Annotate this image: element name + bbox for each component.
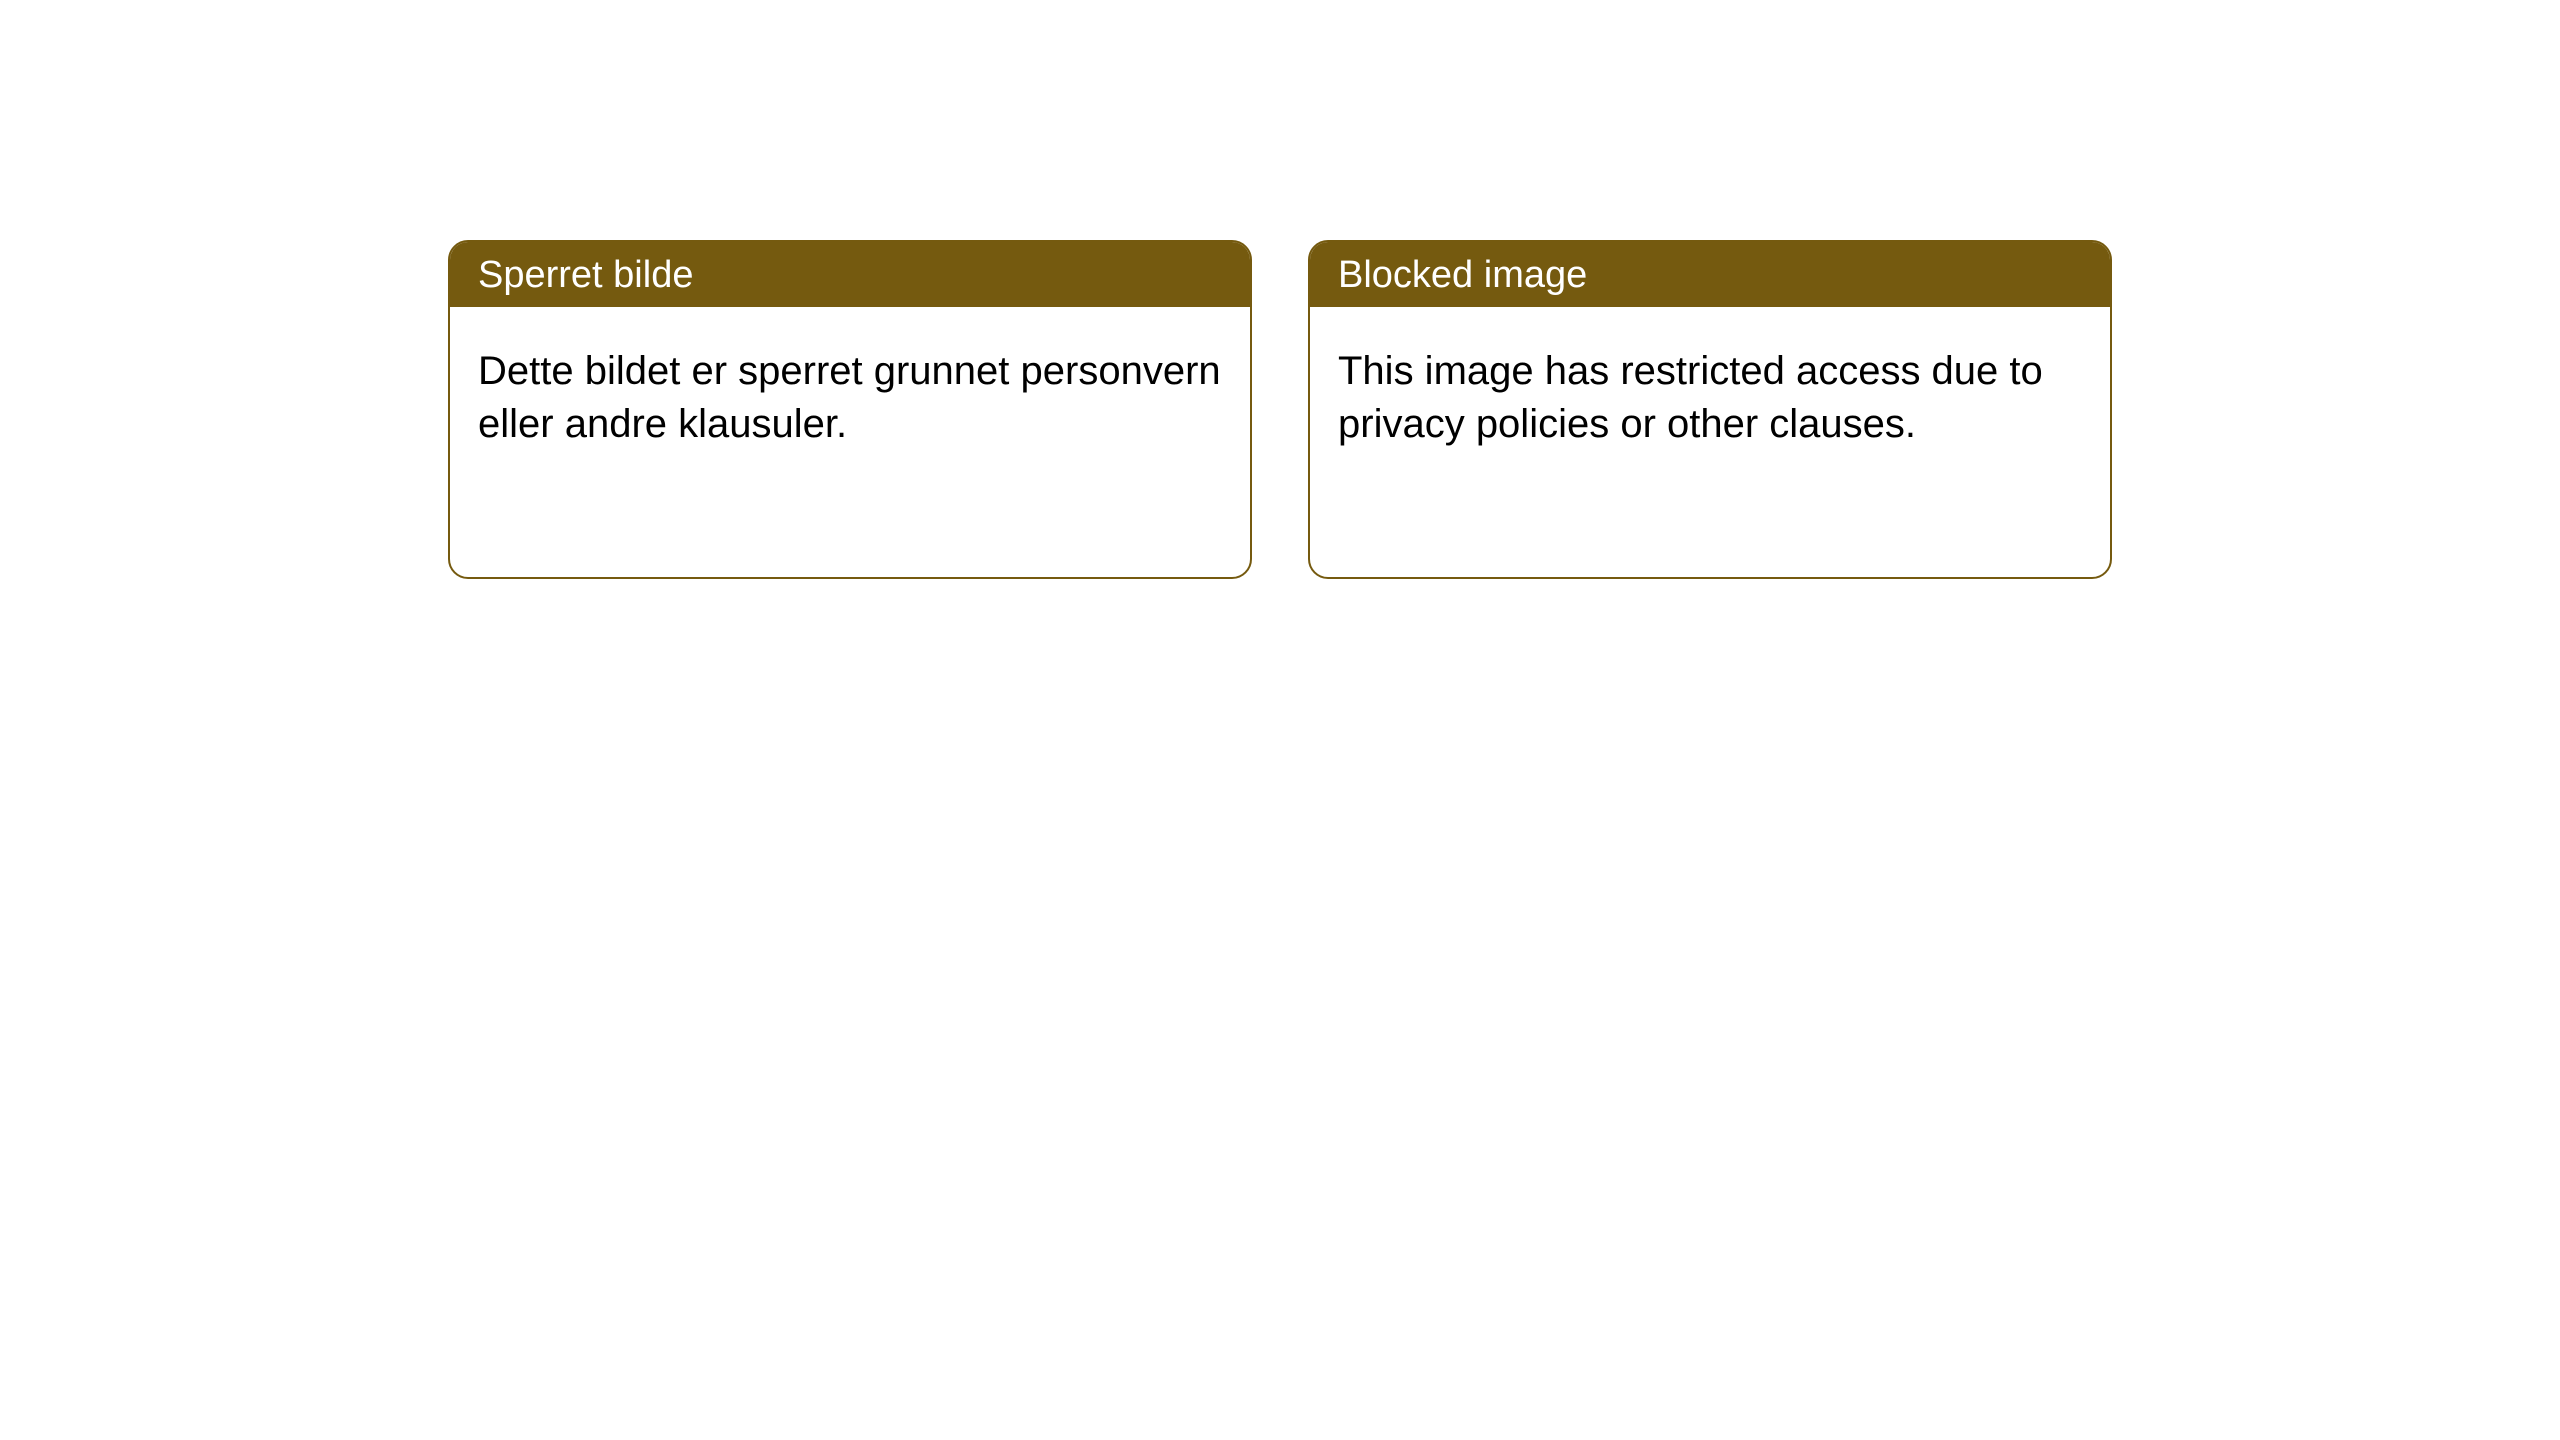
notice-card-title: Sperret bilde xyxy=(450,242,1250,307)
notice-card-en: Blocked image This image has restricted … xyxy=(1308,240,2112,579)
notice-card-title: Blocked image xyxy=(1310,242,2110,307)
notice-card-body: Dette bildet er sperret grunnet personve… xyxy=(450,307,1250,577)
notice-cards-row: Sperret bilde Dette bildet er sperret gr… xyxy=(0,0,2560,579)
notice-card-body: This image has restricted access due to … xyxy=(1310,307,2110,577)
notice-card-no: Sperret bilde Dette bildet er sperret gr… xyxy=(448,240,1252,579)
